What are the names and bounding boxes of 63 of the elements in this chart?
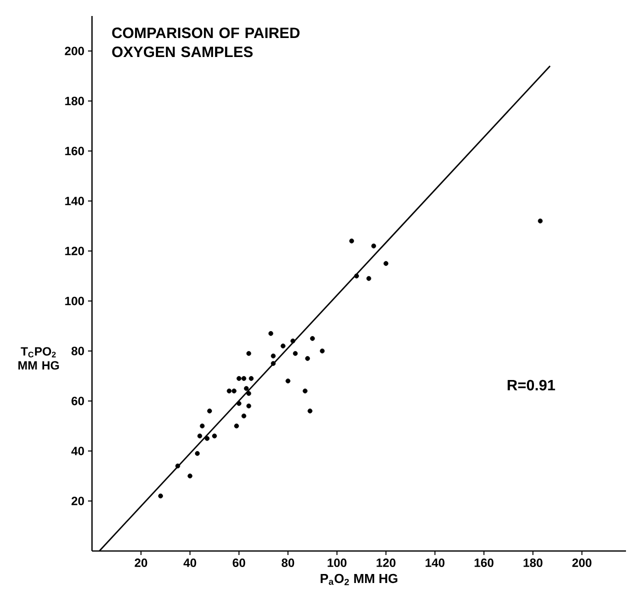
- point: [241, 414, 246, 418]
- point: [236, 401, 242, 406]
- point: [204, 436, 210, 441]
- point: [226, 388, 232, 394]
- point: [188, 474, 192, 478]
- x-tick-label: 100: [328, 558, 346, 568]
- x-tick-label: 140: [426, 558, 444, 568]
- point: [246, 391, 252, 396]
- point: [320, 348, 325, 354]
- point: [305, 356, 310, 361]
- annotation: R=0.91: [508, 380, 556, 390]
- point: [286, 378, 290, 384]
- point: [234, 424, 239, 428]
- y-tick-label: 200: [64, 46, 84, 56]
- point: [349, 238, 354, 244]
- y-tick-label: 40: [71, 446, 84, 456]
- x-tick-label: 80: [282, 558, 294, 568]
- y-tick-label: 120: [65, 246, 84, 256]
- point: [248, 376, 254, 381]
- point: [194, 451, 200, 456]
- x-tick-label: 60: [232, 558, 246, 568]
- point: [366, 276, 372, 281]
- point: [236, 376, 242, 381]
- point: [244, 386, 249, 391]
- point: [308, 408, 312, 414]
- y-axis-title: T$_{C}$PO$_{2}$ MM HG: [18, 347, 59, 370]
- point: [241, 376, 246, 381]
- x-tick-label: 160: [474, 558, 494, 568]
- y-tick-label: 20: [72, 496, 84, 506]
- x-tick-label: 180: [524, 558, 542, 568]
- point: [197, 434, 202, 438]
- y-tick-label: 140: [65, 196, 84, 206]
- y-tick-label: 160: [65, 146, 84, 156]
- point: [207, 408, 212, 414]
- point: [270, 354, 276, 358]
- point: [310, 336, 315, 341]
- x-tick-label: 200: [572, 558, 592, 568]
- point: [175, 464, 180, 468]
- point: [354, 274, 359, 278]
- y-tick-label: 180: [65, 96, 84, 106]
- text: COMPARISON OF PAIRED OXYGEN SAMPLES: [112, 28, 300, 58]
- x-axis-title: P$_{a}$O$_{2}$ MM HG: [320, 574, 398, 586]
- point: [290, 338, 296, 344]
- point: [200, 424, 205, 428]
- point: [302, 388, 308, 394]
- point: [292, 351, 298, 356]
- y-tick-label: 80: [72, 346, 84, 356]
- point: [232, 388, 236, 394]
- point: [538, 218, 543, 224]
- x-tick-label: 40: [184, 558, 196, 568]
- point: [246, 404, 252, 408]
- point: [212, 434, 217, 438]
- x-tick-label: 20: [134, 558, 148, 568]
- x-tick-label: 120: [376, 558, 396, 568]
- point: [371, 244, 376, 248]
- point: [158, 494, 163, 498]
- y-tick-label: 60: [72, 396, 84, 406]
- point: [270, 361, 276, 366]
- point: [246, 351, 252, 356]
- y-tick-label: 100: [65, 296, 84, 306]
- point: [280, 344, 286, 348]
- point: [384, 261, 388, 266]
- point: [268, 331, 274, 336]
